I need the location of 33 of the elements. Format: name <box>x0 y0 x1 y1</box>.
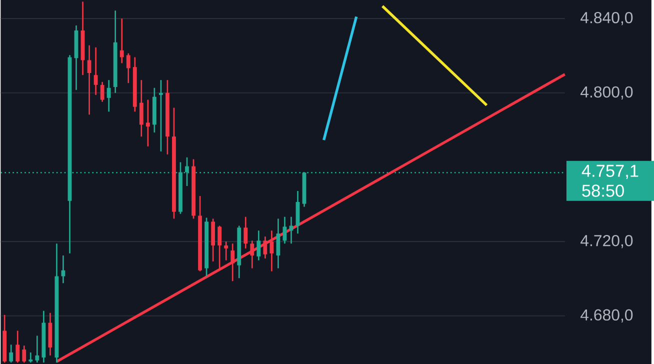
candlestick <box>28 352 33 364</box>
candlestick <box>158 79 163 152</box>
candlestick <box>263 236 268 260</box>
candlestick <box>22 344 26 364</box>
candlestick <box>211 218 216 262</box>
candlestick <box>276 218 280 269</box>
candlestick <box>146 99 150 147</box>
candlestick <box>9 344 14 364</box>
candlestick <box>282 216 287 244</box>
candlestick <box>270 230 274 272</box>
y-tick-label: 4.800,0 <box>580 86 633 100</box>
candlestick <box>120 18 124 64</box>
candlestick <box>230 242 235 282</box>
candlestick <box>289 216 294 244</box>
candlestick <box>87 44 92 116</box>
candlestick <box>126 52 130 84</box>
y-tick-label: 4.680,0 <box>580 309 633 322</box>
candlestick <box>61 254 66 284</box>
candlestick <box>16 330 20 364</box>
ref-line-label: 4.757,1 <box>582 164 638 179</box>
y-tick-label: 4.840,0 <box>580 12 633 26</box>
candlestick <box>100 81 104 102</box>
candlestick <box>256 230 261 261</box>
y-tick-label: 4.720,0 <box>580 234 633 248</box>
candlestick <box>224 240 228 261</box>
candlestick <box>218 225 222 269</box>
text: 58:50 <box>582 184 624 197</box>
candlestick <box>244 216 248 249</box>
candlestick <box>139 79 144 138</box>
candlestick <box>94 46 98 96</box>
candlestick <box>35 335 40 364</box>
candlestick <box>250 240 254 269</box>
candlestick <box>106 79 111 112</box>
